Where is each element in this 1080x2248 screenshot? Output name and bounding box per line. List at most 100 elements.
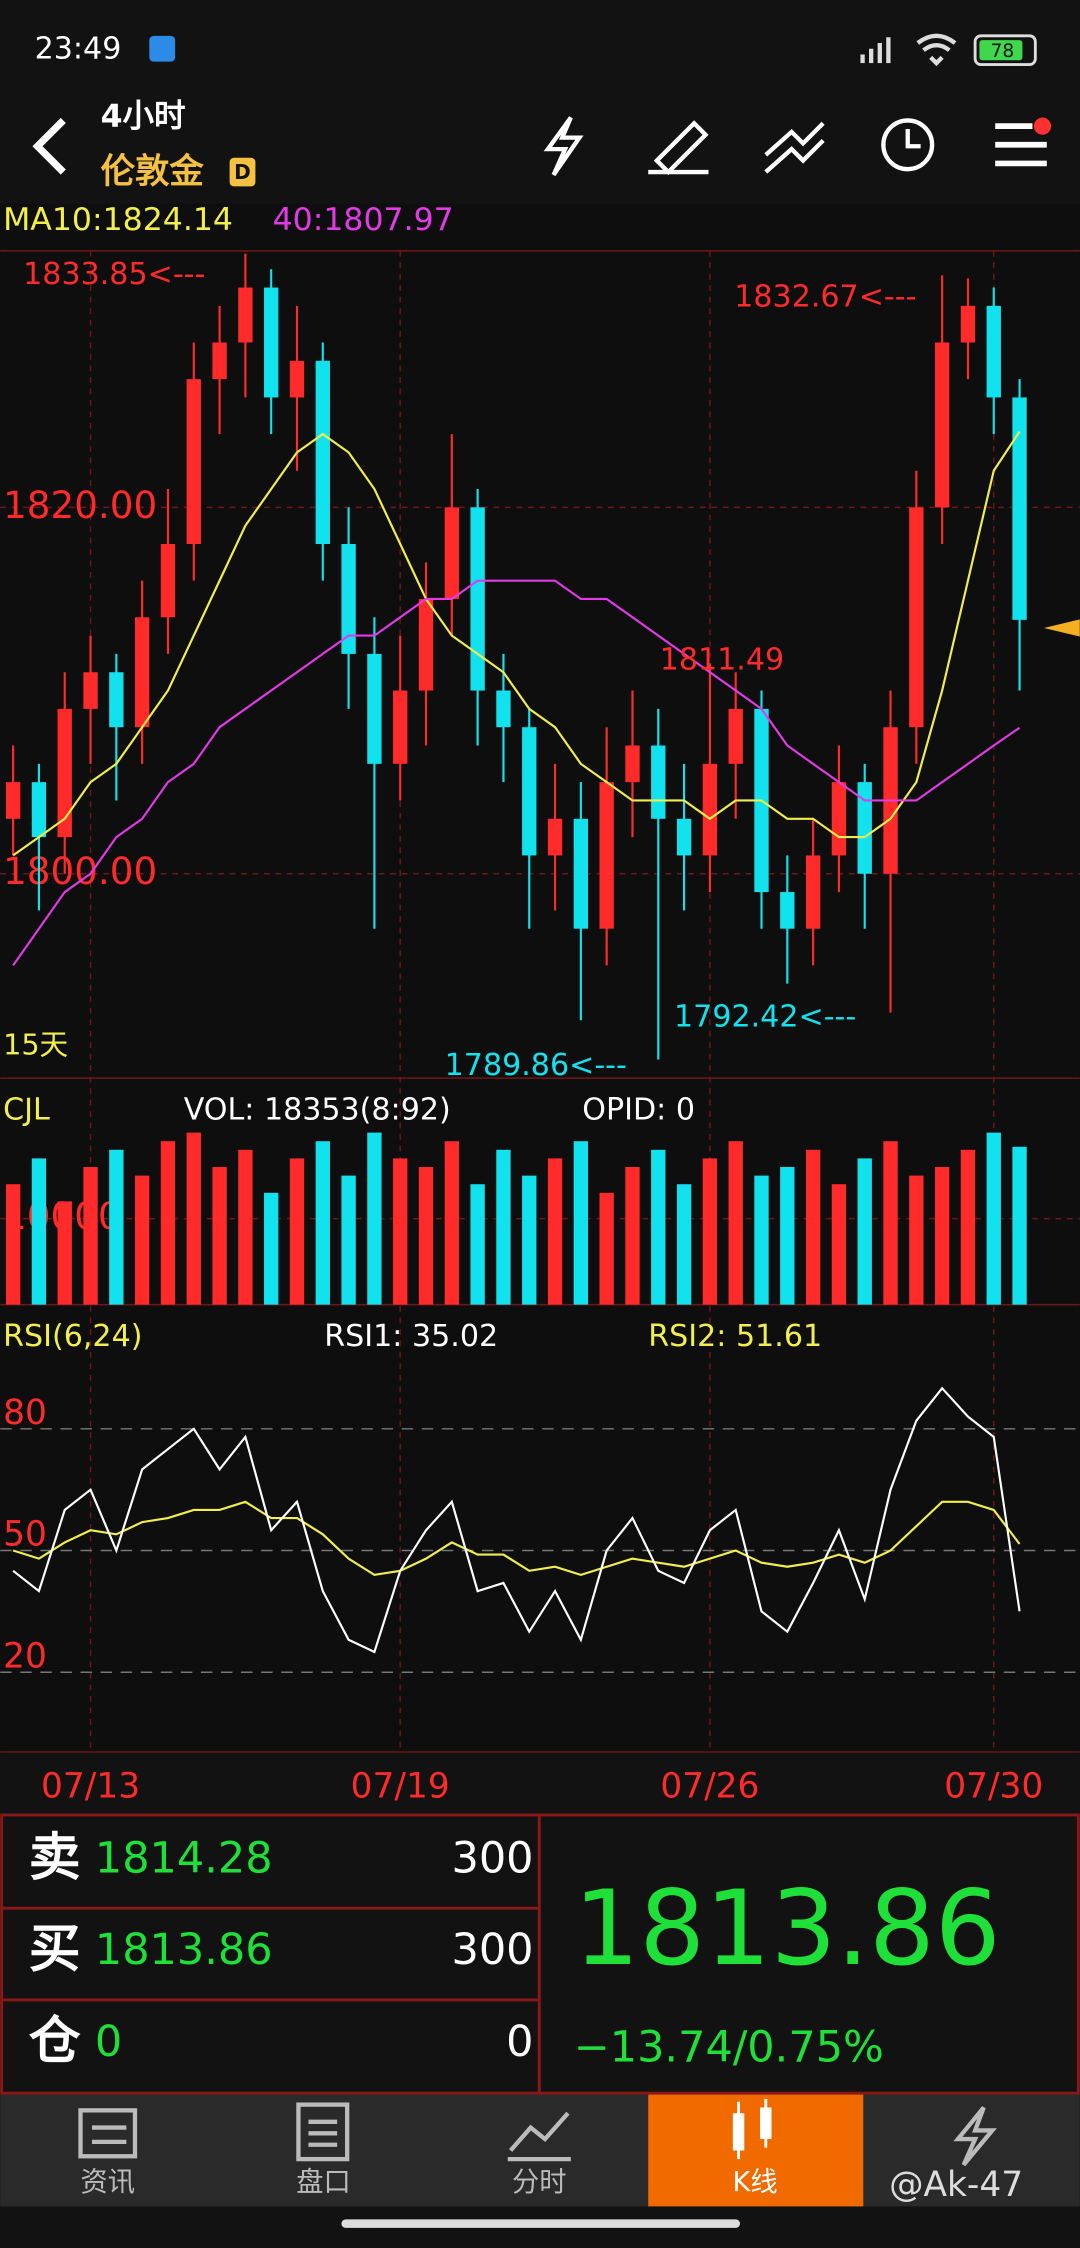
battery-level	[979, 40, 1023, 61]
battery	[973, 34, 1037, 66]
candle-body	[470, 507, 485, 691]
y-tick-label: 1800.00	[3, 849, 157, 893]
nav-tab[interactable]: 分时	[512, 2167, 566, 2198]
period-label: 15天	[3, 1028, 68, 1062]
candle-body	[212, 342, 227, 380]
volume-bar	[264, 1192, 279, 1305]
wifi-icon	[916, 33, 957, 67]
y-tick-label: 80	[3, 1393, 47, 1433]
home-indicator	[341, 2219, 740, 2228]
x-tick-label: 07/19	[351, 1766, 450, 1806]
x-tick-label: 07/30	[944, 1766, 1043, 1806]
price-pointer	[1043, 619, 1080, 637]
instrument: 伦敦金	[101, 152, 205, 192]
badge-bg	[229, 157, 256, 187]
ma-legend: MA10:1824.14	[3, 202, 233, 238]
candle-body	[1012, 397, 1027, 620]
y-tick-label: 50	[3, 1515, 47, 1555]
panel-title: CJL	[3, 1093, 50, 1128]
volume-bar	[289, 1158, 305, 1305]
kline-icon	[732, 2098, 772, 2160]
y-tick-label: 20	[3, 1636, 47, 1676]
volume-bar	[186, 1132, 201, 1305]
rsi-info: RSI1: 35.02	[324, 1319, 498, 1354]
nav-tab[interactable]: K线	[733, 2167, 778, 2198]
candle-body	[367, 653, 382, 764]
volume-info: OPID: 0	[582, 1093, 695, 1128]
price-annotation: 1792.42<---	[674, 999, 856, 1034]
ma40-line	[12, 579, 1021, 966]
y-tick-label: 1820.00	[3, 483, 157, 527]
menu-dot	[1033, 117, 1052, 135]
volume-bar	[831, 1184, 847, 1305]
clock: 23:49	[35, 32, 122, 67]
x-tick-label: 07/26	[660, 1766, 759, 1806]
price-annotation: 1832.67<---	[734, 280, 916, 315]
volume-bar	[134, 1175, 150, 1305]
back-button[interactable]	[32, 117, 66, 175]
quote-label: 仓	[29, 2011, 81, 2071]
quote-borders	[0, 1813, 1080, 2095]
watermark: @Ak-47	[889, 2165, 1023, 2205]
flash-icon[interactable]	[543, 116, 584, 177]
volume-bar	[212, 1167, 227, 1305]
volume-bar	[728, 1141, 743, 1305]
candle-body	[831, 782, 847, 856]
candle-body	[702, 763, 718, 856]
candle-body	[909, 507, 924, 728]
volume-bar	[909, 1175, 924, 1305]
candle-body	[5, 782, 21, 819]
price-annotation: 1789.86<---	[445, 1048, 627, 1083]
candle-body	[31, 782, 47, 838]
rsi-info: RSI2: 51.61	[648, 1319, 822, 1354]
indicator-icon[interactable]	[764, 121, 825, 174]
volume-bar	[109, 1149, 124, 1305]
candle-body	[341, 543, 356, 654]
volume-bar	[393, 1158, 408, 1305]
candle-body	[238, 287, 253, 343]
candle-body	[805, 855, 821, 929]
candle-body	[315, 360, 330, 544]
rsi1-line	[12, 1386, 1021, 1654]
volume-bar	[57, 1201, 72, 1305]
history-hand	[905, 129, 921, 149]
candle-body	[418, 598, 434, 691]
nav-tab[interactable]: 资讯	[81, 2167, 135, 2198]
panel-title: RSI(6,24)	[3, 1319, 142, 1354]
volume-bar	[1012, 1146, 1027, 1305]
badge: D	[234, 160, 251, 184]
candle-body	[134, 617, 150, 728]
draw-icon[interactable]	[648, 120, 709, 176]
volume-bar	[31, 1158, 47, 1305]
volume-bar	[599, 1192, 614, 1305]
plot: 07/13 07/19 07/26 07/30 1820.00 1800.00 MA10:1…	[0, 202, 1080, 1806]
candle-body	[599, 782, 614, 929]
quote-price: 1814.28	[95, 1833, 273, 1883]
volume-bar	[573, 1141, 589, 1305]
candle-body	[780, 892, 795, 929]
price-annotation: 1833.85<---	[23, 257, 205, 292]
price-annotation: 1811.49	[660, 642, 784, 677]
nav-tabs: 资讯 盘口 分时 K线	[81, 2167, 778, 2198]
volume-bar	[986, 1132, 1001, 1305]
menu-icon[interactable]	[995, 123, 1047, 167]
candle-body	[625, 745, 640, 783]
nav-tab[interactable]: 盘口	[296, 2167, 350, 2198]
candle-body	[83, 672, 98, 709]
active-tab	[648, 2094, 864, 2207]
candle-body	[934, 342, 950, 508]
history-icon[interactable]	[881, 118, 935, 172]
x-tick-label: 07/13	[41, 1766, 140, 1806]
nav-bar	[0, 2094, 1080, 2207]
volume-bar	[160, 1141, 176, 1305]
quote-label: 卖	[29, 1828, 81, 1888]
volume-bar	[857, 1158, 872, 1305]
volume-bar	[934, 1167, 950, 1305]
candle-body	[109, 672, 124, 728]
volume-bar	[418, 1167, 434, 1305]
chart-area	[0, 203, 1080, 1752]
last-price: 1813.86	[574, 1869, 1001, 1989]
